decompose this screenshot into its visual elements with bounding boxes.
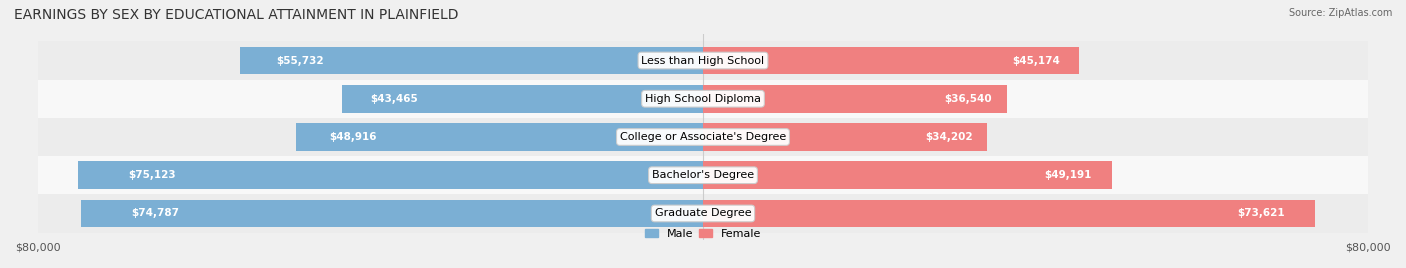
Bar bbox=[703, 161, 1112, 189]
Text: $43,465: $43,465 bbox=[371, 94, 418, 104]
Bar bbox=[38, 118, 1368, 156]
Bar bbox=[38, 42, 1368, 80]
Text: Bachelor's Degree: Bachelor's Degree bbox=[652, 170, 754, 180]
Bar bbox=[79, 161, 703, 189]
Text: EARNINGS BY SEX BY EDUCATIONAL ATTAINMENT IN PLAINFIELD: EARNINGS BY SEX BY EDUCATIONAL ATTAINMEN… bbox=[14, 8, 458, 22]
Bar bbox=[297, 123, 703, 151]
Bar bbox=[239, 47, 703, 74]
Text: $74,787: $74,787 bbox=[131, 209, 179, 218]
Text: $75,123: $75,123 bbox=[128, 170, 176, 180]
Text: Source: ZipAtlas.com: Source: ZipAtlas.com bbox=[1288, 8, 1392, 18]
Bar bbox=[38, 156, 1368, 194]
Bar bbox=[703, 47, 1078, 74]
Bar bbox=[82, 200, 703, 227]
Text: $55,732: $55,732 bbox=[277, 55, 325, 65]
Legend: Male, Female: Male, Female bbox=[644, 229, 762, 239]
Text: High School Diploma: High School Diploma bbox=[645, 94, 761, 104]
Bar bbox=[703, 200, 1315, 227]
Text: $48,916: $48,916 bbox=[329, 132, 377, 142]
Text: $36,540: $36,540 bbox=[943, 94, 991, 104]
Text: College or Associate's Degree: College or Associate's Degree bbox=[620, 132, 786, 142]
Bar bbox=[38, 194, 1368, 233]
Text: $34,202: $34,202 bbox=[925, 132, 973, 142]
Bar bbox=[38, 80, 1368, 118]
Text: Graduate Degree: Graduate Degree bbox=[655, 209, 751, 218]
Text: Less than High School: Less than High School bbox=[641, 55, 765, 65]
Bar bbox=[342, 85, 703, 113]
Text: $73,621: $73,621 bbox=[1237, 209, 1285, 218]
Bar bbox=[703, 85, 1007, 113]
Bar bbox=[703, 123, 987, 151]
Text: $45,174: $45,174 bbox=[1012, 55, 1060, 65]
Text: $49,191: $49,191 bbox=[1045, 170, 1091, 180]
